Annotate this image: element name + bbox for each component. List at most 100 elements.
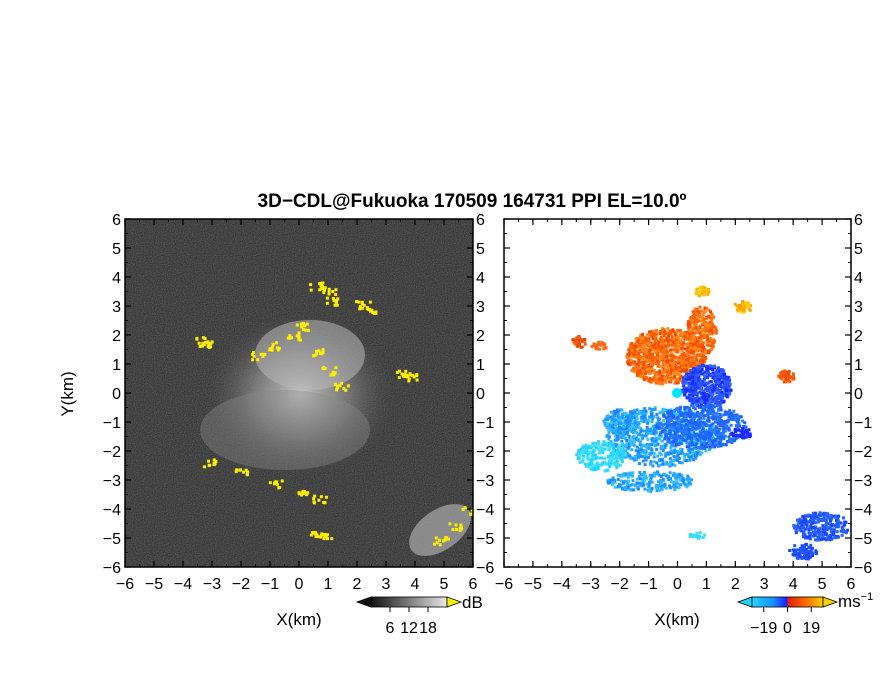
velocity-pixel [631, 479, 635, 483]
echo-pixel [302, 490, 306, 494]
velocity-pixel [648, 478, 652, 482]
velocity-pixel [703, 330, 707, 334]
velocity-pixel [822, 511, 826, 515]
velocity-pixel [695, 437, 699, 441]
velocity-pixel [842, 516, 846, 520]
figure-title: 3D−CDL@Fukuoka 170509 164731 PPI EL=10.0… [258, 191, 687, 212]
velocity-pixel [846, 528, 850, 532]
echo-pixel [330, 537, 334, 541]
velocity-pixel [597, 340, 601, 344]
velocity-pixel [687, 432, 691, 436]
velocity-xtick-label: −1 [639, 576, 657, 593]
velocity-pixel [634, 349, 638, 353]
velocity-pixel [683, 458, 687, 462]
velocity-pixel [608, 456, 612, 460]
velocity-pixel [676, 436, 680, 440]
velocity-pixel [655, 425, 659, 429]
velocity-pixel [703, 400, 707, 404]
velocity-pixel [662, 429, 666, 433]
velocity-pixel [632, 415, 636, 419]
velocity-pixel [686, 348, 690, 352]
velocity-pixel [629, 410, 633, 414]
velocity-pixel [836, 516, 840, 520]
velocity-pixel [691, 399, 695, 403]
velocity-pixel [633, 429, 637, 433]
velocity-pixel [592, 344, 596, 348]
velocity-pixel [636, 339, 640, 343]
velocity-pixel [670, 368, 674, 372]
velocity-pixel [700, 291, 704, 295]
velocity-pixel [659, 426, 663, 430]
velocity-pixel [708, 330, 712, 334]
velocity-pixel [632, 360, 636, 364]
velocity-pixel [689, 387, 693, 391]
echo-pixel [333, 371, 337, 375]
velocity-pixel [637, 454, 641, 458]
reflectivity-ytick-label: 5 [112, 241, 121, 258]
velocity-pixel [651, 356, 655, 360]
velocity-pixel [694, 445, 698, 449]
velocity-pixel [693, 440, 697, 444]
velocity-pixel [816, 520, 820, 524]
velocity-pixel [711, 331, 715, 335]
velocity-pixel [679, 451, 683, 455]
echo-pixel [448, 522, 452, 526]
velocity-pixel [708, 429, 712, 433]
velocity-pixel [617, 454, 621, 458]
velocity-pixel [714, 327, 718, 331]
echo-pixel [302, 322, 306, 326]
velocity-pixel [685, 437, 689, 441]
velocity-pixel [622, 481, 626, 485]
echo-pixel [331, 373, 335, 377]
velocity-pixel [804, 542, 808, 546]
velocity-pixel [639, 418, 643, 422]
velocity-pixel [687, 435, 691, 439]
velocity-pixel [695, 309, 699, 313]
reflectivity-ytick-label-right: 2 [476, 328, 485, 345]
velocity-pixel [589, 467, 593, 471]
velocity-pixel [643, 417, 647, 421]
velocity-pixel [699, 372, 703, 376]
echo-pixel [323, 501, 327, 505]
velocity-pixel [688, 427, 692, 431]
velocity-pixel [648, 446, 652, 450]
velocity-pixel [689, 358, 693, 362]
velocity-pixel [694, 456, 698, 460]
velocity-pixel [651, 378, 655, 382]
echo-pixel [269, 348, 273, 352]
velocity-pixel [707, 408, 711, 412]
velocity-pixel [817, 529, 821, 533]
velocity-pixel [703, 420, 707, 424]
velocity-pixel [718, 388, 722, 392]
echo-pixel [312, 354, 316, 358]
velocity-pixel [666, 327, 670, 331]
echo-pixel [322, 291, 326, 295]
velocity-pixel [646, 455, 650, 459]
reflectivity-ytick-label-right: −1 [476, 415, 494, 432]
velocity-pixel [802, 546, 806, 550]
velocity-pixel [695, 532, 699, 536]
velocity-pixel [710, 344, 714, 348]
echo-pixel [323, 286, 327, 290]
velocity-pixel [647, 337, 651, 341]
velocity-pixel [714, 415, 718, 419]
velocity-pixel [645, 432, 649, 436]
velocity-pixel [718, 423, 722, 427]
velocity-pixel [804, 550, 808, 554]
velocity-pixel [662, 329, 666, 333]
velocity-pixel [655, 332, 659, 336]
velocity-xtick-label: −2 [611, 576, 629, 593]
velocity-pixel [640, 348, 644, 352]
velocity-pixel [665, 373, 669, 377]
velocity-pixel [693, 534, 697, 538]
velocity-pixel [821, 527, 825, 531]
velocity-pixel [649, 476, 653, 480]
velocity-pixel [642, 351, 646, 355]
velocity-pixel [622, 474, 626, 478]
velocity-pixel [626, 474, 630, 478]
velocity-pixel [623, 485, 627, 489]
velocity-pixel [676, 340, 680, 344]
velocity-pixel [656, 353, 660, 357]
velocity-pixel [686, 322, 690, 326]
velocity-pixel [657, 340, 661, 344]
